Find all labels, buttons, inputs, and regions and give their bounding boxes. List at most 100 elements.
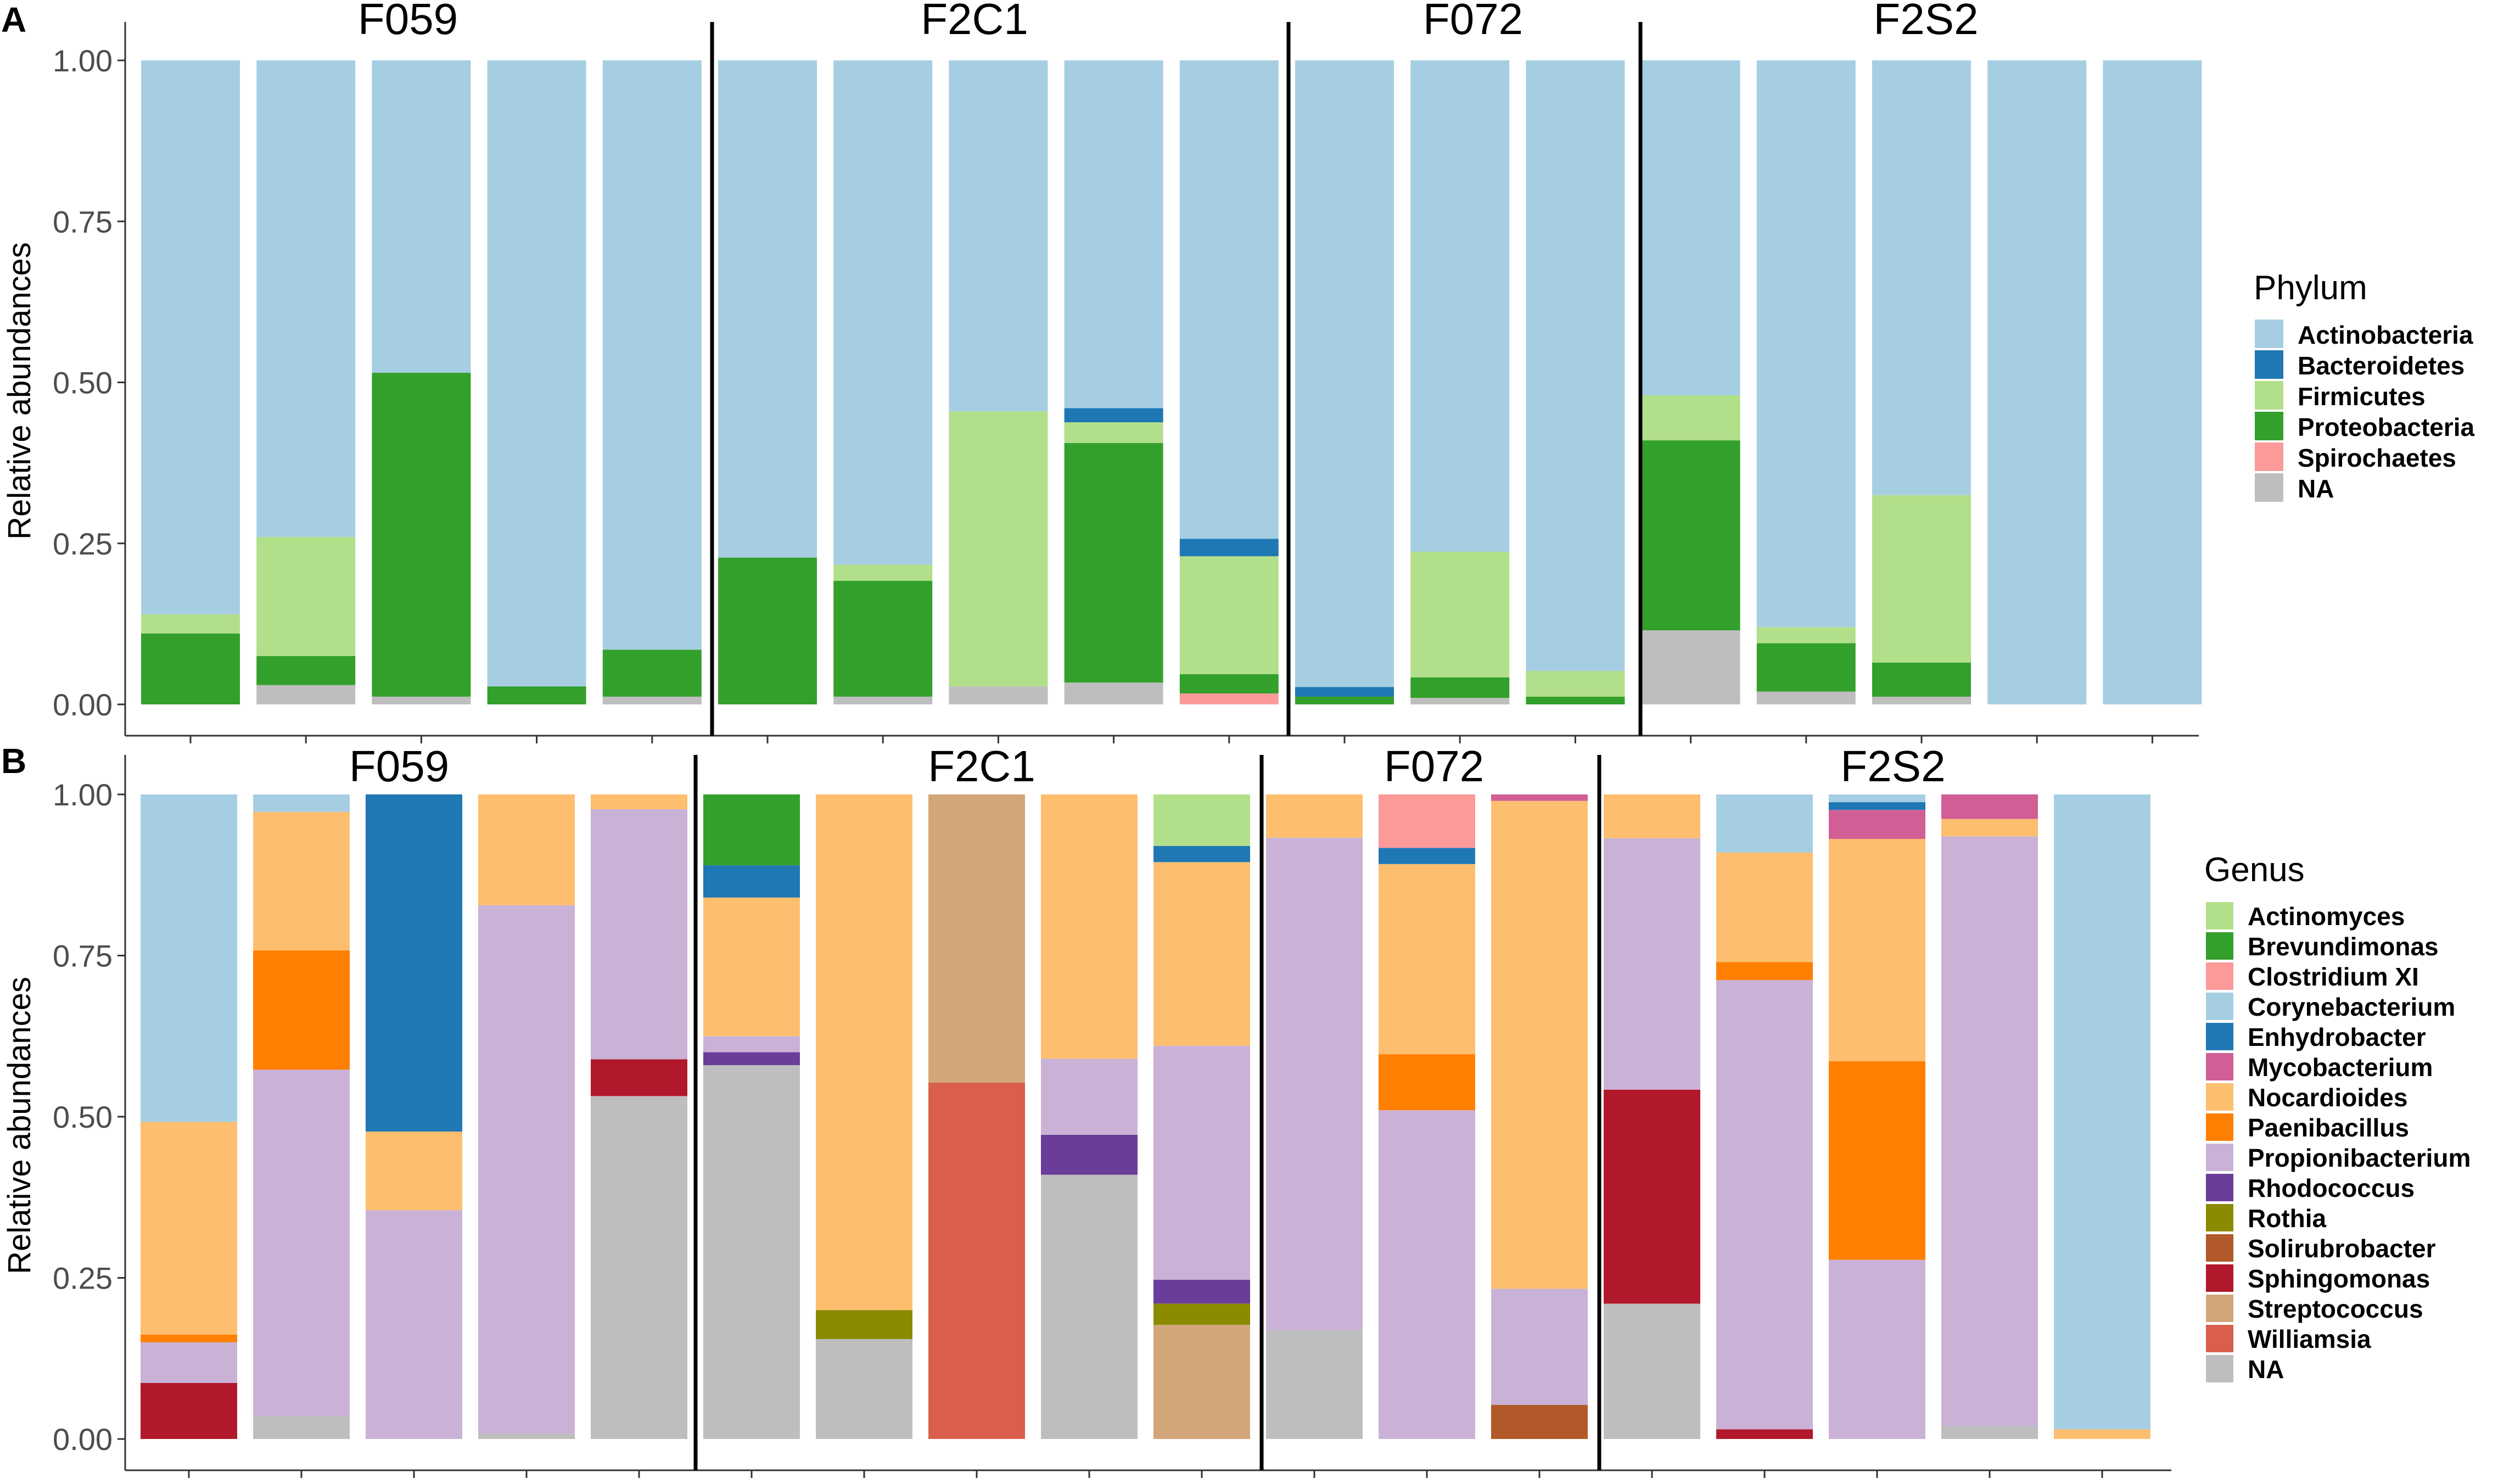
panel-a-legend-swatch-spirochaetes (2255, 443, 2283, 471)
panel-a-group-label-f072: F072 (1423, 0, 1523, 43)
panel-b-bar-f2c1-2-nocardioides (816, 794, 912, 1311)
panel-b-bar-f2c1-4-nocardioides (1041, 794, 1138, 1059)
panel-b-legend-swatch-clostridium-xi (2206, 962, 2233, 990)
panel-a-bar-f072-2-actinobacteria (1410, 60, 1510, 552)
panel-a-bar-f2c1-2-actinobacteria (833, 60, 933, 565)
panel-b-legend-label-nocardioides: Nocardioides (2248, 1083, 2407, 1112)
panel-b-axes: F059 F2C1 F072 F2S2 0.00 0.25 0.50 0.75 1.00 (53, 742, 2171, 1478)
panel-a-axes: F059 F2C1 F072 F2S2 0.00 0.25 0.50 0.75 1.00 (53, 0, 2199, 743)
panel-b-bar-f2c1-1-na (703, 1065, 800, 1439)
panel-a-bar-f059-2-proteobacteria (256, 656, 356, 685)
panel-b-bar-f059-2-na (253, 1416, 350, 1439)
panel-a-legend-label-proteobacteria: Proteobacteria (2298, 413, 2475, 441)
panel-b-legend-swatch-rhodococcus (2206, 1174, 2233, 1201)
panel-b-bar-f072-3-nocardioides (1491, 800, 1588, 1289)
panel-b-bar-f2s2-4-nocardioides (1941, 819, 2038, 837)
panel-a-bar-f059-5-na (602, 696, 702, 704)
panel-a-bar-f2c1-1-proteobacteria (718, 557, 817, 704)
panel-b-legend-label-enhydrobacter: Enhydrobacter (2248, 1023, 2426, 1051)
panel-b-group-label-f072: F072 (1384, 742, 1484, 791)
panel-b-bar-f2c1-5-rhodococcus (1153, 1280, 1250, 1304)
panel-a-bar-f2s2-2-actinobacteria (1756, 60, 1856, 628)
panel-b-bar-f072-3-solirubrobacter (1491, 1404, 1588, 1439)
panel-b-legend-label-corynebacterium: Corynebacterium (2248, 993, 2455, 1021)
panel-a-y-tick-label: 0.50 (53, 366, 113, 400)
panel-b-bar-f2s2-3-paenibacillus (1829, 1061, 1925, 1260)
panel-b-bar-f2s2-3-propionibacterium (1829, 1259, 1925, 1439)
panel-b-legend-title: Genus (2204, 851, 2305, 889)
panel-a-bar-f2s2-3-na (1872, 696, 1971, 704)
panel-a-bar-f2s2-3-proteobacteria (1872, 662, 1971, 697)
panel-b-bar-f2c1-1-enhydrobacter (703, 865, 800, 898)
panel-a-bar-f2s2-3-actinobacteria (1872, 60, 1971, 495)
panel-b-bar-f2s2-3-nocardioides (1829, 839, 1925, 1061)
panel-b-legend-label-propionibacterium: Propionibacterium (2248, 1144, 2471, 1172)
panel-b-legend-label-clostridium-xi: Clostridium XI (2248, 962, 2419, 991)
panel-b-bar-f2c1-1-nocardioides (703, 897, 800, 1037)
panel-a-bar-f2c1-2-proteobacteria (833, 580, 933, 697)
panel-b-bar-f059-3-enhydrobacter (366, 794, 462, 1132)
panel-a-bar-f059-5-proteobacteria (602, 649, 702, 697)
panel-a-bar-f059-1-proteobacteria (141, 634, 240, 704)
panel-a-bar-f2c1-4-firmicutes (1064, 422, 1163, 443)
panel-b-legend-label-solirubrobacter: Solirubrobacter (2248, 1234, 2436, 1263)
panel-a-bar-f059-1-firmicutes (141, 614, 240, 634)
panel-a-bar-f2s2-1-proteobacteria (1641, 440, 1740, 631)
panel-b-bar-f072-2-clostridium-xi (1379, 794, 1475, 848)
panel-a-legend-swatch-firmicutes (2255, 381, 2283, 410)
panel-a-group-label-f059: F059 (358, 0, 458, 43)
panel-b-bar-f059-4-na (478, 1433, 575, 1439)
panel-b-bar-f2c1-2-rothia (816, 1310, 912, 1339)
panel-b-legend-label-mycobacterium: Mycobacterium (2248, 1053, 2433, 1082)
panel-b-legend-swatch-brevundimonas (2206, 932, 2233, 960)
panel-b-bar-f059-2-nocardioides (253, 811, 350, 951)
panel-b-bar-f2s2-2-sphingomonas (1716, 1429, 1813, 1439)
panel-a-bar-f059-5-actinobacteria (602, 60, 702, 650)
panel-b-bar-f059-2-propionibacterium (253, 1069, 350, 1416)
panel-b-bar-f2c1-1-brevundimonas (703, 794, 800, 866)
panel-b-bar-f2s2-3-mycobacterium (1829, 810, 1925, 839)
panel-b-legend-swatch-rothia (2206, 1204, 2233, 1231)
panel-a-bar-f2c1-5-actinobacteria (1179, 60, 1279, 539)
panel-a-bar-f072-2-na (1410, 698, 1510, 704)
panel-a-y-tick-label: 0.75 (53, 204, 113, 239)
panel-b-bar-f2c1-3-williamsia (928, 1082, 1025, 1439)
panel-a-bar-f2c1-4-actinobacteria (1064, 60, 1163, 408)
panel-a-bar-f2s2-2-na (1756, 691, 1856, 704)
panel-b-bar-f059-3-propionibacterium (366, 1210, 462, 1439)
panel-b-legend-label-na: NA (2248, 1355, 2284, 1384)
panel-b-bar-f2s2-5-corynebacterium (2054, 794, 2150, 1430)
panel-b-bar-f2c1-5-streptococcus (1153, 1325, 1250, 1439)
panel-a-bar-f2s2-1-na (1641, 630, 1740, 704)
panel-b-bar-f072-1-nocardioides (1266, 794, 1363, 838)
panel-b-bar-f059-4-nocardioides (478, 794, 575, 905)
panel-a-bar-f2c1-3-actinobacteria (949, 60, 1048, 412)
panel-b-bar-f072-3-propionibacterium (1491, 1289, 1588, 1405)
panel-a-legend-label-bacteroidetes: Bacteroidetes (2298, 351, 2465, 380)
panel-b-y-tick-label: 1.00 (53, 777, 113, 812)
panel-b-bar-f059-3-nocardioides (366, 1132, 462, 1211)
panel-a-bar-f072-3-actinobacteria (1526, 60, 1625, 671)
panel-b-bar-f2s2-2-propionibacterium (1716, 980, 1813, 1430)
panel-b-bar-f2s2-5-nocardioides (2054, 1429, 2150, 1439)
panel-b-bar-f059-5-na (591, 1096, 687, 1439)
panel-a-legend-label-firmicutes: Firmicutes (2298, 382, 2426, 411)
panel-b-bar-f2s2-1-propionibacterium (1604, 838, 1700, 1090)
panel-a-bar-f2c1-4-bacteroidetes (1064, 408, 1163, 423)
panel-a-bar-f059-2-na (256, 685, 356, 704)
panel-a-bar-f2c1-5-proteobacteria (1179, 674, 1279, 694)
panel-b-y-tick-label: 0.00 (53, 1422, 113, 1457)
panel-a-bar-f2c1-2-firmicutes (833, 564, 933, 581)
panel-a-legend-swatch-proteobacteria (2255, 412, 2283, 440)
panel-b-legend-swatch-corynebacterium (2206, 993, 2233, 1020)
panel-b-bar-f2s2-4-propionibacterium (1941, 836, 2038, 1426)
panel-b-legend-swatch-propionibacterium (2206, 1144, 2233, 1171)
panel-b-legend-label-paenibacillus: Paenibacillus (2248, 1113, 2409, 1142)
panel-b-legend-label-streptococcus: Streptococcus (2248, 1295, 2423, 1323)
panel-b-bar-f2s2-2-corynebacterium (1716, 794, 1813, 853)
panel-b-bar-f072-2-propionibacterium (1379, 1110, 1475, 1439)
panel-a-bar-f2c1-3-firmicutes (949, 411, 1048, 687)
panel-b-bar-f2s2-1-na (1604, 1303, 1700, 1439)
panel-b-legend-swatch-streptococcus (2206, 1295, 2233, 1322)
